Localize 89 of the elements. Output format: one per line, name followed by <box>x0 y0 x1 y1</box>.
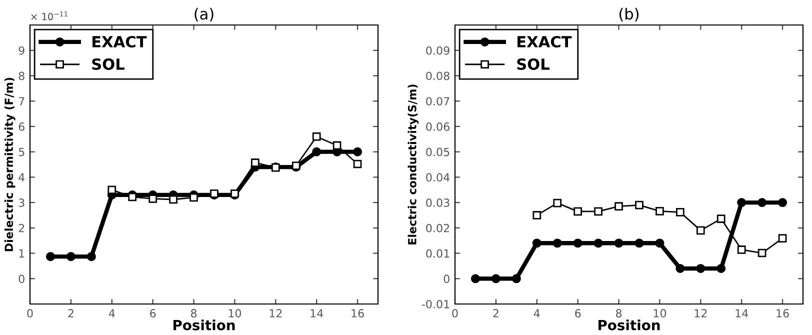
point <box>737 198 746 208</box>
y-tick-label: 5 <box>18 148 24 156</box>
y-tick-label: 2 <box>18 224 24 232</box>
x-tick-label: 0 <box>27 309 33 318</box>
y-tick-label: -0.01 <box>422 300 450 308</box>
x-tick-label: 16 <box>352 309 364 318</box>
y-tick-label: 0.07 <box>426 97 450 106</box>
x-tick-label: 2 <box>493 309 498 318</box>
point <box>758 198 767 208</box>
point <box>656 207 664 216</box>
x-tick-label: 8 <box>190 309 197 318</box>
legend-label: SOL <box>517 58 550 70</box>
x-tick-label: 12 <box>270 309 282 318</box>
point <box>778 234 787 242</box>
point <box>737 246 746 254</box>
legend-label: EXACT <box>518 36 572 48</box>
x-tick-label: 10 <box>654 309 666 318</box>
x-tick-label: 2 <box>68 309 74 318</box>
point <box>553 198 562 208</box>
legend-label: SOL <box>92 58 124 70</box>
x-tick-label: 4 <box>534 309 540 318</box>
point <box>716 214 726 223</box>
y-tick-label: 8 <box>18 72 24 80</box>
x-tick-label: 14 <box>736 309 748 318</box>
point <box>634 238 644 248</box>
point <box>532 211 542 220</box>
point <box>614 202 623 211</box>
point <box>758 248 766 258</box>
point <box>66 252 76 262</box>
y-tick-label: 0.06 <box>426 122 450 131</box>
x-tick-label: 8 <box>616 309 622 318</box>
point <box>696 226 705 235</box>
point <box>552 238 562 248</box>
y-tick-label: 0.08 <box>426 72 450 80</box>
point <box>635 200 644 210</box>
point <box>716 264 726 274</box>
y-tick-label: 0.05 <box>426 148 450 156</box>
point <box>655 238 664 248</box>
text: × 10$^{−11}$ <box>31 11 68 20</box>
x-tick-label: 12 <box>694 309 707 318</box>
point <box>470 274 480 284</box>
point <box>128 192 137 202</box>
y-tick-label: 6 <box>18 122 24 131</box>
x-tick-label: 10 <box>228 309 242 318</box>
legend-label: EXACT <box>92 36 147 48</box>
point <box>312 132 321 141</box>
y-axis-title: Dielectric permittivity (F/m) <box>4 78 16 252</box>
point <box>574 207 582 216</box>
y-tick-label: 7 <box>18 97 24 106</box>
y-axis-title: Electric conductivity(S/m) <box>408 84 419 244</box>
x-tick-label: 16 <box>776 309 789 318</box>
point <box>573 238 582 248</box>
point <box>594 207 602 216</box>
point <box>46 252 55 262</box>
y-tick-label: 0.03 <box>426 198 450 207</box>
point <box>108 186 116 194</box>
chart-title: (a) <box>194 8 214 22</box>
y-tick-label: 0.09 <box>426 46 450 55</box>
point <box>312 147 322 156</box>
point <box>696 264 706 274</box>
x-tick-label: 6 <box>575 309 581 318</box>
point <box>676 264 685 274</box>
point <box>676 208 684 216</box>
x-tick-label: 0 <box>452 309 458 318</box>
x-tick-label: 14 <box>310 309 324 318</box>
point <box>332 141 342 150</box>
y-tick-label: 0.01 <box>426 249 450 258</box>
y-tick-label: 0.02 <box>426 224 450 232</box>
point <box>532 238 542 248</box>
point <box>512 274 521 284</box>
point <box>594 238 603 248</box>
x-tick-label: 4 <box>108 309 115 318</box>
x-axis-title: Position <box>598 320 660 330</box>
point <box>778 198 788 208</box>
point <box>353 147 362 156</box>
y-tick-label: 0.04 <box>426 173 450 182</box>
x-axis-title: Position <box>173 320 235 330</box>
y-tick-label: 0 <box>18 274 24 284</box>
y-tick-label: 4 <box>18 173 25 182</box>
y-tick-label: 3 <box>18 198 24 207</box>
y-tick-label: 1 <box>19 249 24 258</box>
chart-title: (b) <box>620 8 638 22</box>
x-tick-label: 6 <box>150 309 156 318</box>
y-tick-label: 9 <box>18 46 24 55</box>
point <box>614 238 624 248</box>
point <box>491 274 500 284</box>
point <box>86 252 96 262</box>
y-tick-label: 0 <box>444 274 450 284</box>
point <box>353 160 362 168</box>
